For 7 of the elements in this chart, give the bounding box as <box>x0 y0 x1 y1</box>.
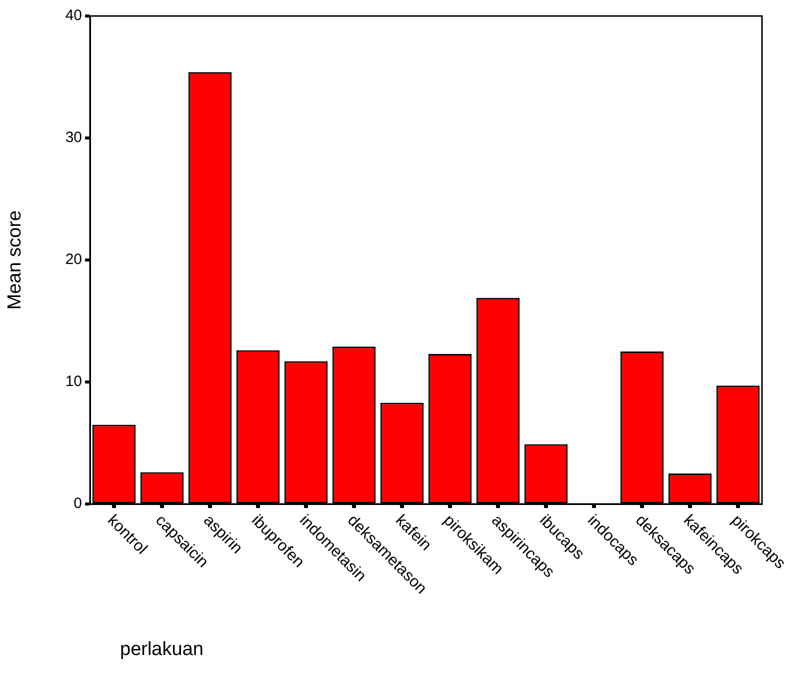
y-tick-label: 30 <box>65 129 82 146</box>
y-tick-label: 40 <box>65 7 82 24</box>
y-axis-title: Mean score <box>4 210 26 310</box>
y-tick-label: 20 <box>65 251 82 268</box>
y-tick-label: 10 <box>65 373 82 390</box>
y-tick-label: 0 <box>74 495 82 512</box>
x-axis-title: perlakuan <box>120 639 204 660</box>
